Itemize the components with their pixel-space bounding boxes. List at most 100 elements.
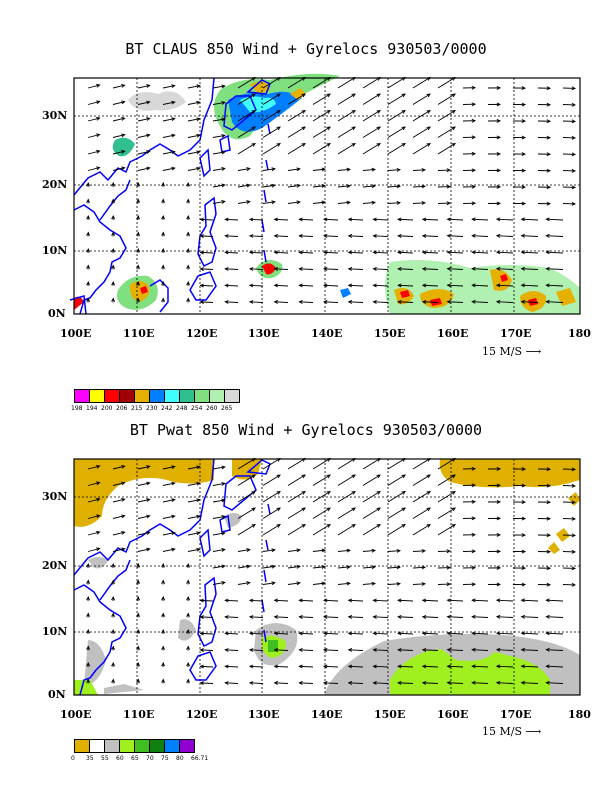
wind-arrowhead bbox=[401, 474, 406, 479]
wind-arrowhead bbox=[351, 110, 356, 114]
wind-arrowhead bbox=[271, 167, 276, 172]
wind-arrowhead bbox=[521, 533, 527, 537]
wind-arrowhead bbox=[495, 664, 501, 669]
wind-arrow bbox=[262, 458, 281, 470]
colorbar-swatch bbox=[119, 739, 135, 753]
wind-arrow bbox=[437, 474, 456, 486]
wind-arrowhead bbox=[446, 184, 452, 189]
wind-arrow bbox=[162, 466, 175, 470]
colorbar-swatch bbox=[74, 739, 90, 753]
wind-arrowhead bbox=[347, 598, 353, 603]
panel1-xlabel: 130E bbox=[248, 327, 280, 340]
wind-arrowhead bbox=[121, 84, 126, 88]
wind-arrowhead bbox=[521, 566, 527, 570]
wind-arrow bbox=[337, 524, 356, 536]
wind-arrow bbox=[348, 268, 364, 270]
wind-arrowhead bbox=[545, 266, 550, 271]
wind-arrowhead bbox=[251, 524, 256, 528]
wind-arrowhead bbox=[86, 595, 90, 601]
wind-arrowhead bbox=[421, 217, 427, 222]
wind-arrowhead bbox=[248, 615, 254, 619]
wind-arrowhead bbox=[571, 516, 577, 521]
wind-arrow bbox=[112, 134, 125, 138]
wind-arrowhead bbox=[121, 133, 126, 138]
wind-arrow bbox=[225, 599, 239, 602]
wind-arrowhead bbox=[199, 283, 204, 288]
wind-arrowhead bbox=[96, 530, 101, 535]
wind-arrowhead bbox=[421, 664, 427, 669]
wind-arrow bbox=[496, 599, 514, 602]
colorbar-swatch bbox=[134, 739, 150, 753]
wind-arrowhead bbox=[496, 168, 502, 173]
wind-arrowhead bbox=[296, 581, 301, 586]
wind-arrowhead bbox=[161, 214, 165, 220]
wind-arrow bbox=[299, 616, 314, 618]
wind-arrow bbox=[312, 458, 331, 470]
wind-arrowhead bbox=[571, 582, 577, 587]
wind-arrowhead bbox=[495, 283, 501, 288]
wind-arrow bbox=[87, 84, 100, 89]
wind-arrow bbox=[162, 499, 175, 503]
wind-arrow bbox=[412, 185, 426, 188]
wind-arrowhead bbox=[246, 564, 251, 569]
wind-arrow bbox=[521, 268, 539, 270]
wind-arrowhead bbox=[171, 150, 176, 155]
wind-arrowhead bbox=[376, 110, 381, 114]
colorbar-label: 254 bbox=[191, 405, 203, 412]
wind-arrow bbox=[398, 632, 414, 635]
wind-arrowhead bbox=[396, 167, 402, 172]
wind-arrow bbox=[137, 531, 150, 536]
wind-arrowhead bbox=[86, 280, 90, 286]
wind-arrowhead bbox=[371, 200, 376, 205]
wind-arrow bbox=[225, 284, 239, 287]
wind-arrow bbox=[387, 202, 401, 204]
wind-arrowhead bbox=[347, 300, 353, 304]
wind-arrowhead bbox=[372, 647, 377, 652]
wind-arrowhead bbox=[496, 549, 502, 554]
wind-arrowhead bbox=[121, 166, 126, 171]
wind-arrowhead bbox=[221, 183, 226, 188]
panel2-frame bbox=[73, 458, 581, 696]
wind-arrow bbox=[412, 474, 431, 486]
wind-arrow bbox=[472, 301, 489, 303]
wind-arrow bbox=[274, 616, 289, 618]
wind-arrow bbox=[398, 599, 414, 602]
wind-arrowhead bbox=[471, 532, 477, 537]
wind-arrow bbox=[422, 616, 439, 618]
wind-arrowhead bbox=[545, 680, 550, 685]
wind-arrow bbox=[225, 251, 239, 254]
wind-arrowhead bbox=[251, 143, 256, 147]
wind-arrow bbox=[373, 682, 389, 684]
wind-arrow bbox=[162, 532, 175, 536]
wind-arrowhead bbox=[96, 149, 101, 154]
wind-arrow bbox=[212, 515, 225, 519]
wind-arrow bbox=[387, 583, 401, 585]
wind-arrowhead bbox=[224, 250, 229, 255]
wind-arrow bbox=[412, 143, 431, 155]
wind-arrowhead bbox=[271, 581, 276, 586]
wind-arrowhead bbox=[446, 680, 451, 685]
wind-arrowhead bbox=[571, 185, 577, 190]
panel2-xlabel: 110E bbox=[123, 708, 155, 721]
wind-arrowhead bbox=[346, 167, 351, 172]
wind-arrow bbox=[274, 251, 289, 254]
wind-arrowhead bbox=[571, 566, 577, 571]
wind-arrowhead bbox=[571, 483, 577, 488]
wind-arrowhead bbox=[471, 466, 477, 471]
wind-arrowhead bbox=[248, 664, 254, 669]
wind-arrow bbox=[237, 93, 256, 105]
wind-arrow bbox=[521, 632, 539, 635]
wind-arrow bbox=[225, 616, 239, 618]
wind-arrowhead bbox=[446, 614, 451, 619]
wind-arrowhead bbox=[121, 465, 126, 469]
wind-arrowhead bbox=[546, 533, 552, 538]
panel1-xlabel: 160E bbox=[437, 327, 469, 340]
wind-arrowhead bbox=[199, 681, 204, 685]
wind-arrowhead bbox=[326, 474, 331, 479]
wind-arrowhead bbox=[136, 297, 140, 302]
wind-arrow bbox=[112, 167, 125, 171]
wind-arrow bbox=[437, 524, 456, 536]
wind-arrowhead bbox=[496, 499, 502, 504]
panel2-xlabel: 180 bbox=[568, 708, 591, 721]
wind-arrowhead bbox=[471, 582, 477, 587]
